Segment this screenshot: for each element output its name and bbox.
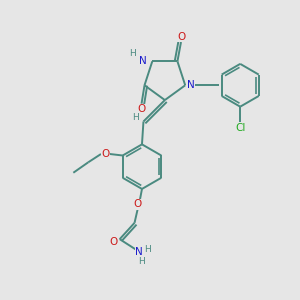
- Text: O: O: [134, 200, 142, 209]
- Text: Cl: Cl: [235, 123, 245, 133]
- Text: H: H: [144, 245, 151, 254]
- Text: O: O: [137, 104, 146, 114]
- Text: H: H: [139, 257, 145, 266]
- Text: O: O: [109, 237, 117, 247]
- Text: N: N: [187, 80, 194, 90]
- Text: O: O: [177, 32, 185, 42]
- Text: N: N: [139, 56, 147, 66]
- Text: H: H: [132, 113, 139, 122]
- Text: H: H: [130, 49, 136, 58]
- Text: O: O: [101, 149, 110, 159]
- Text: N: N: [135, 247, 143, 256]
